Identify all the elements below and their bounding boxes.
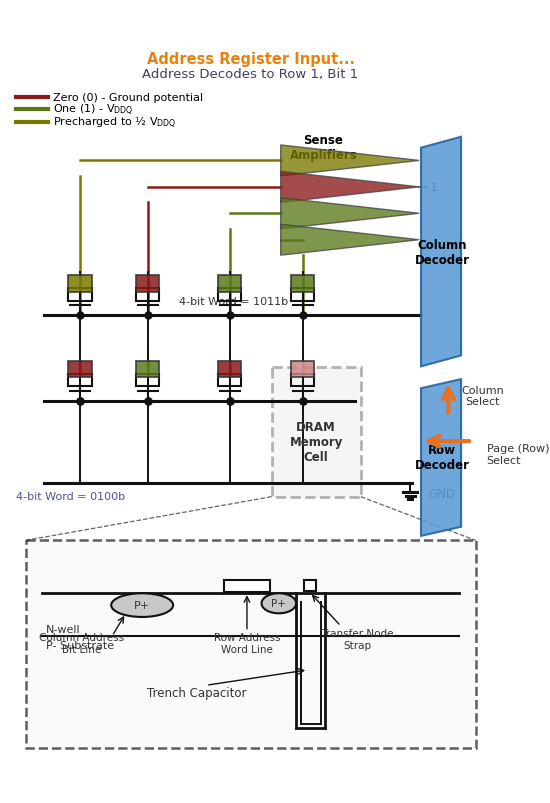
Text: Column
Decoder: Column Decoder (415, 238, 470, 267)
Text: P- Substrate: P- Substrate (46, 641, 114, 650)
Text: 1: 1 (429, 181, 438, 194)
Bar (68, 276, 92, 292)
Polygon shape (280, 225, 419, 256)
Text: Transfer Node
Strap: Transfer Node Strap (321, 628, 393, 650)
Text: Zero (0) - Ground potential: Zero (0) - Ground potential (53, 92, 203, 103)
Text: 4-bit Word = 0100b: 4-bit Word = 0100b (16, 491, 125, 502)
Text: Column Address
Bit Line: Column Address Bit Line (40, 633, 125, 654)
Text: Page (Row)
Select: Page (Row) Select (487, 443, 549, 465)
Bar (136, 361, 160, 378)
Bar (136, 276, 160, 292)
Text: Column
Select: Column Select (461, 385, 504, 407)
Polygon shape (421, 380, 461, 536)
Ellipse shape (111, 593, 173, 618)
Bar (224, 580, 270, 593)
Bar (272, 368, 361, 497)
Text: 4-bit Word = 1011b: 4-bit Word = 1011b (179, 297, 288, 307)
Text: Sense
Amplifiers: Sense Amplifiers (290, 134, 358, 162)
Text: Row
Decoder: Row Decoder (415, 444, 470, 472)
Text: One (1) - V$_\mathrm{DDQ}$: One (1) - V$_\mathrm{DDQ}$ (53, 103, 133, 118)
Text: Address Decodes to Row 1, Bit 1: Address Decodes to Row 1, Bit 1 (142, 68, 359, 81)
Bar (68, 361, 92, 378)
Text: Trench Capacitor: Trench Capacitor (147, 687, 246, 699)
Text: Row Address
Word Line: Row Address Word Line (214, 633, 280, 654)
Text: P+: P+ (271, 598, 287, 609)
Bar (304, 580, 316, 592)
Bar (291, 276, 315, 292)
Text: Address Register Input...: Address Register Input... (146, 52, 355, 67)
Text: N-well: N-well (46, 624, 80, 634)
Bar (218, 361, 241, 378)
Bar (25, 540, 476, 748)
Text: DRAM
Memory
Cell: DRAM Memory Cell (289, 420, 343, 463)
Polygon shape (280, 146, 419, 177)
Text: GND: GND (428, 488, 455, 501)
Bar (218, 276, 241, 292)
Text: Precharged to ½ V$_\mathrm{DDQ}$: Precharged to ½ V$_\mathrm{DDQ}$ (53, 115, 177, 131)
Polygon shape (280, 198, 419, 230)
Polygon shape (421, 137, 461, 367)
Polygon shape (280, 172, 419, 203)
Bar (291, 361, 315, 378)
Ellipse shape (262, 593, 296, 613)
Text: P+: P+ (134, 601, 150, 610)
